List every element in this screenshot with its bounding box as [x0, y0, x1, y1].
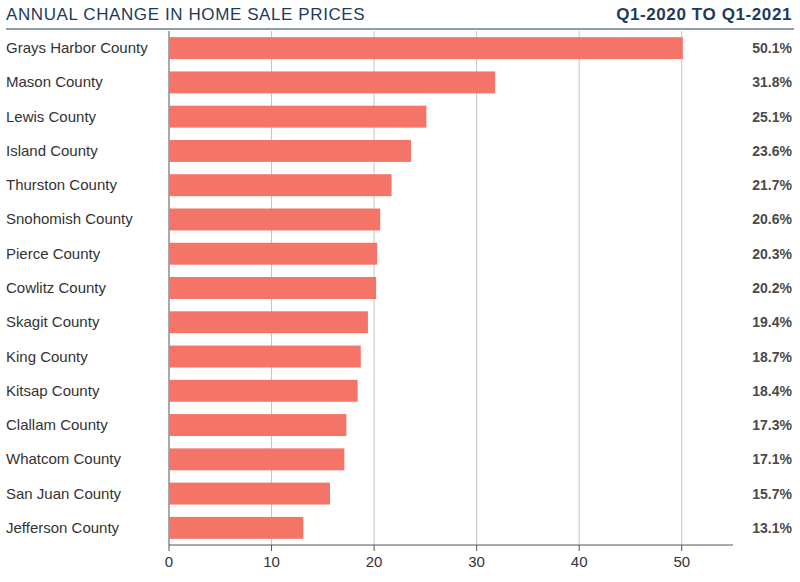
bar [169, 414, 346, 436]
category-label: Whatcom County [6, 450, 122, 467]
bar [169, 243, 377, 265]
tick-mark [169, 545, 170, 551]
bar [169, 37, 683, 59]
category-label: Mason County [6, 73, 103, 90]
tick-label: 20 [366, 553, 383, 570]
tick-label: 10 [263, 553, 280, 570]
data-label: 20.3% [752, 246, 792, 262]
data-label: 31.8% [752, 74, 792, 90]
category-label: Pierce County [6, 245, 101, 262]
category-label: San Juan County [6, 485, 122, 502]
data-label: 20.2% [752, 280, 792, 296]
bars [169, 37, 683, 539]
bar [169, 140, 411, 162]
data-label: 17.3% [752, 417, 792, 433]
category-label: Grays Harbor County [6, 39, 148, 56]
category-label: Lewis County [6, 108, 97, 125]
category-label: Clallam County [6, 416, 108, 433]
tick-label: 50 [673, 553, 690, 570]
bar [169, 106, 426, 128]
category-label: King County [6, 348, 88, 365]
grid-line [579, 31, 580, 545]
data-label: 21.7% [752, 177, 792, 193]
bar [169, 311, 368, 333]
category-label: Thurston County [6, 176, 117, 193]
tick-label: 40 [571, 553, 588, 570]
bar [169, 71, 495, 93]
category-label: Kitsap County [6, 382, 100, 399]
data-label: 25.1% [752, 109, 792, 125]
bar [169, 346, 361, 368]
chart-container: ANNUAL CHANGE IN HOME SALE PRICES Q1-2020… [0, 0, 800, 582]
data-label: 18.4% [752, 383, 792, 399]
data-label: 23.6% [752, 143, 792, 159]
x-axis-line [169, 545, 733, 546]
data-label: 18.7% [752, 349, 792, 365]
title: ANNUAL CHANGE IN HOME SALE PRICES [6, 5, 365, 24]
chart-svg: ANNUAL CHANGE IN HOME SALE PRICES Q1-2020… [0, 0, 800, 582]
bar [169, 380, 358, 402]
page: {"chart_data": {"type": "bar", "orientat… [0, 0, 800, 582]
data-label: 50.1% [752, 40, 792, 56]
tick-mark [579, 545, 580, 551]
data-label: 19.4% [752, 314, 792, 330]
subtitle: Q1-2020 TO Q1-2021 [616, 5, 792, 24]
tick-label: 0 [165, 553, 173, 570]
grid-line [476, 31, 477, 545]
bar [169, 517, 303, 539]
bar [169, 174, 392, 196]
tick-mark [681, 545, 682, 551]
grid-line [681, 31, 682, 545]
tick-label: 30 [468, 553, 485, 570]
data-label: 15.7% [752, 486, 792, 502]
title-rule [6, 29, 794, 30]
category-label: Jefferson County [6, 519, 120, 536]
category-label: Skagit County [6, 313, 100, 330]
tick-mark [476, 545, 477, 551]
category-label: Cowlitz County [6, 279, 107, 296]
bar [169, 209, 380, 231]
data-label: 20.6% [752, 211, 792, 227]
category-label: Island County [6, 142, 98, 159]
data-label: 13.1% [752, 520, 792, 536]
tick-mark [271, 545, 272, 551]
bar [169, 448, 344, 470]
bar [169, 483, 330, 505]
bar [169, 277, 376, 299]
data-label: 17.1% [752, 451, 792, 467]
tick-mark [374, 545, 375, 551]
category-label: Snohomish County [6, 210, 133, 227]
